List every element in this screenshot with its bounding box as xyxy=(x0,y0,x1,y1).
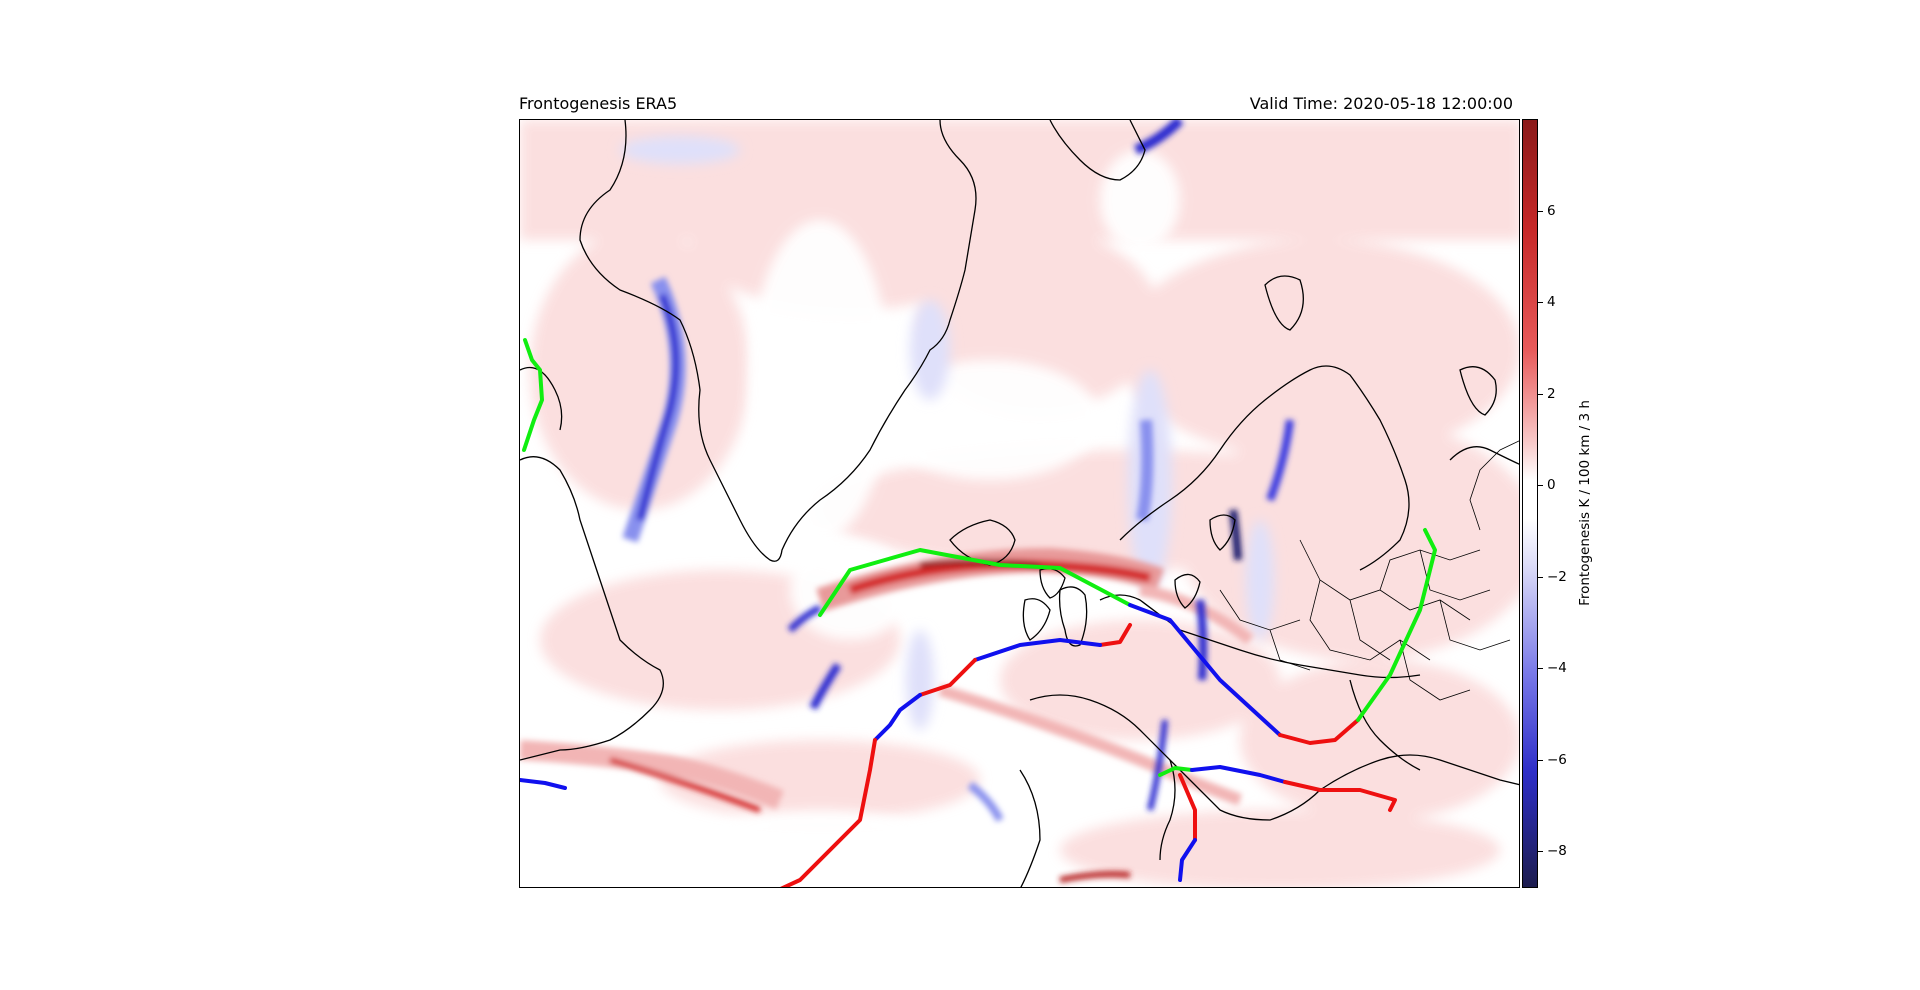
warm-front-mid-atlantic xyxy=(918,658,977,697)
colorbar-tick xyxy=(1538,393,1543,395)
valid-time: Valid Time: 2020-05-18 12:00:00 xyxy=(1249,94,1513,113)
cold-front-italy xyxy=(1178,838,1197,882)
colorbar-tick xyxy=(1538,302,1543,304)
warm-front-italy xyxy=(1178,773,1197,842)
colorbar-tick xyxy=(1538,668,1543,670)
colorbar-tick-label: −6 xyxy=(1547,751,1567,768)
colorbar-tick-label: 6 xyxy=(1547,202,1556,219)
frontogenesis-map[interactable] xyxy=(519,119,1520,888)
colorbar-tick xyxy=(1538,210,1543,212)
cold-front-newfoundland xyxy=(520,778,567,790)
colorbar-tick xyxy=(1538,485,1543,487)
occluded-front-alps xyxy=(1158,766,1194,777)
colorbar-tick-label: 0 xyxy=(1547,477,1556,494)
colorbar-tick xyxy=(1538,851,1543,853)
colorbar-tick-label: −2 xyxy=(1547,568,1567,585)
map-title: Frontogenesis ERA5 xyxy=(519,94,678,113)
colorbar-tick xyxy=(1538,759,1543,761)
colorbar-tick-label: 2 xyxy=(1547,385,1556,402)
front-lines xyxy=(520,338,1437,887)
warm-front-biscay xyxy=(1098,623,1132,647)
colorbar-tick-label: −4 xyxy=(1547,660,1567,677)
coastline-lines xyxy=(520,120,1519,887)
cold-front-north-sea xyxy=(1128,603,1282,737)
occluded-front-baltic xyxy=(1356,528,1437,722)
frontogenesis-field xyxy=(520,120,1519,887)
warm-front-balkans xyxy=(1283,780,1397,812)
warm-front-south-atlantic xyxy=(780,738,877,887)
colorbar-tick xyxy=(1538,576,1543,578)
occluded-front-labrador xyxy=(522,338,544,452)
occluded-front-atlantic xyxy=(818,548,1132,617)
colorbar-tick-label: −8 xyxy=(1547,843,1567,860)
colorbar xyxy=(1522,119,1538,888)
cold-front-atlantic-north xyxy=(973,638,1102,662)
cold-front-mid-atlantic xyxy=(873,693,922,742)
colorbar-label: Frontogenesis K / 100 km / 3 h xyxy=(1577,400,1593,606)
cold-front-adriatic xyxy=(1190,765,1287,784)
warm-front-central-europe xyxy=(1278,718,1360,745)
colorbar-tick-label: 4 xyxy=(1547,294,1556,311)
